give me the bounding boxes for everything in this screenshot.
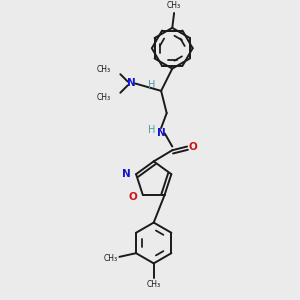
- Text: CH₃: CH₃: [147, 280, 161, 289]
- Text: N: N: [157, 128, 166, 138]
- Text: CH₃: CH₃: [103, 254, 118, 263]
- Text: O: O: [128, 192, 137, 202]
- Text: CH₃: CH₃: [97, 93, 111, 102]
- Text: N: N: [122, 169, 130, 179]
- Text: H: H: [148, 125, 155, 135]
- Text: H: H: [148, 80, 155, 90]
- Text: O: O: [188, 142, 197, 152]
- Text: CH₃: CH₃: [167, 1, 181, 10]
- Text: CH₃: CH₃: [97, 65, 111, 74]
- Text: N: N: [127, 77, 136, 88]
